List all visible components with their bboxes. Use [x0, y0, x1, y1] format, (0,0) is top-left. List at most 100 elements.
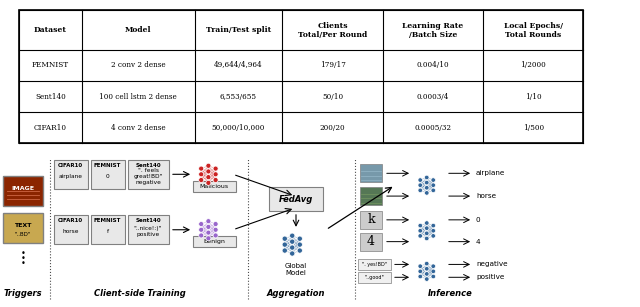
FancyBboxPatch shape: [360, 164, 382, 182]
Circle shape: [282, 242, 287, 247]
Circle shape: [424, 231, 429, 235]
Circle shape: [206, 224, 211, 229]
FancyBboxPatch shape: [90, 160, 125, 189]
Circle shape: [431, 274, 436, 279]
FancyBboxPatch shape: [127, 160, 168, 189]
Circle shape: [424, 261, 429, 266]
Circle shape: [206, 180, 211, 185]
Text: CIFAR10: CIFAR10: [58, 218, 83, 223]
Text: 2 conv 2 dense: 2 conv 2 dense: [111, 61, 165, 69]
Text: f: f: [106, 229, 109, 234]
Text: Inference: Inference: [428, 289, 472, 297]
Circle shape: [198, 227, 204, 232]
Circle shape: [198, 233, 204, 238]
Circle shape: [213, 227, 218, 232]
FancyBboxPatch shape: [54, 216, 88, 244]
Circle shape: [418, 228, 422, 233]
Circle shape: [431, 223, 436, 228]
Circle shape: [198, 177, 204, 182]
Text: Learning Rate
/Batch Size: Learning Rate /Batch Size: [403, 21, 463, 39]
Circle shape: [424, 236, 429, 241]
Text: 0.004/10: 0.004/10: [417, 61, 449, 69]
Circle shape: [424, 277, 429, 281]
Text: •: •: [20, 254, 26, 263]
Text: 4: 4: [367, 235, 375, 248]
Circle shape: [431, 183, 436, 188]
Text: IMAGE: IMAGE: [12, 186, 35, 191]
Text: •: •: [20, 259, 26, 268]
Text: FEMNIST: FEMNIST: [32, 61, 69, 69]
Text: Sent140: Sent140: [135, 163, 161, 168]
Circle shape: [424, 266, 429, 271]
Text: •: •: [20, 249, 26, 258]
Circle shape: [282, 248, 287, 253]
Text: "..good": "..good": [364, 275, 384, 280]
Circle shape: [198, 166, 204, 171]
Circle shape: [206, 219, 211, 224]
Text: "..nice!:)"
positive: "..nice!:)" positive: [134, 226, 163, 237]
Text: ". yes!BD": ". yes!BD": [362, 262, 387, 267]
Circle shape: [424, 221, 429, 225]
Circle shape: [282, 236, 287, 241]
Circle shape: [424, 181, 429, 185]
Text: horse: horse: [476, 193, 496, 199]
Text: Model: Model: [125, 26, 152, 34]
Text: airplane: airplane: [58, 174, 83, 179]
Circle shape: [290, 239, 295, 244]
Circle shape: [206, 236, 211, 241]
Circle shape: [213, 172, 218, 177]
Text: Global
Model: Global Model: [285, 263, 307, 276]
Text: 0: 0: [476, 217, 481, 223]
Circle shape: [424, 191, 429, 195]
FancyBboxPatch shape: [3, 176, 43, 206]
Circle shape: [418, 234, 422, 238]
Text: Clients
Total/Per Round: Clients Total/Per Round: [298, 21, 367, 39]
Circle shape: [297, 236, 302, 241]
Circle shape: [213, 177, 218, 182]
Text: airplane: airplane: [476, 170, 506, 176]
FancyBboxPatch shape: [193, 236, 236, 247]
Circle shape: [206, 163, 211, 168]
Text: 6,553/655: 6,553/655: [220, 92, 257, 100]
FancyBboxPatch shape: [358, 259, 390, 270]
FancyBboxPatch shape: [360, 211, 382, 229]
Text: Benign: Benign: [203, 239, 225, 244]
Text: FEMNIST: FEMNIST: [94, 163, 121, 168]
Circle shape: [198, 172, 204, 177]
Text: Train/Test split: Train/Test split: [206, 26, 271, 34]
Text: 50/10: 50/10: [322, 92, 343, 100]
Text: TEXT: TEXT: [14, 223, 32, 228]
Text: 50,000/10,000: 50,000/10,000: [212, 124, 265, 132]
Text: Dataset: Dataset: [34, 26, 67, 34]
Circle shape: [206, 230, 211, 235]
Text: 1/2000: 1/2000: [520, 61, 546, 69]
Text: Triggers: Triggers: [4, 289, 42, 297]
FancyBboxPatch shape: [54, 160, 88, 189]
Circle shape: [213, 222, 218, 227]
Text: 49,644/4,964: 49,644/4,964: [214, 61, 263, 69]
Text: horse: horse: [62, 229, 79, 234]
FancyBboxPatch shape: [360, 233, 382, 251]
FancyBboxPatch shape: [90, 216, 125, 244]
Circle shape: [424, 272, 429, 276]
Circle shape: [418, 223, 422, 228]
Circle shape: [431, 264, 436, 268]
Text: CIFAR10: CIFAR10: [58, 163, 83, 168]
FancyBboxPatch shape: [269, 187, 323, 211]
Text: 4 conv 2 dense: 4 conv 2 dense: [111, 124, 165, 132]
Text: Sent140: Sent140: [135, 218, 161, 223]
Text: 4: 4: [476, 239, 481, 245]
Circle shape: [424, 175, 429, 180]
Text: CIFAR10: CIFAR10: [34, 124, 67, 132]
Text: 179/17: 179/17: [319, 61, 346, 69]
Text: 1/500: 1/500: [523, 124, 544, 132]
Text: 200/20: 200/20: [320, 124, 346, 132]
Circle shape: [297, 242, 302, 247]
Text: ". feels
great!BD"
negative: ". feels great!BD" negative: [133, 168, 163, 185]
Circle shape: [418, 269, 422, 274]
Circle shape: [418, 274, 422, 279]
Circle shape: [418, 264, 422, 268]
Circle shape: [213, 233, 218, 238]
Text: negative: negative: [476, 262, 508, 267]
Text: Client-side Training: Client-side Training: [94, 289, 186, 297]
